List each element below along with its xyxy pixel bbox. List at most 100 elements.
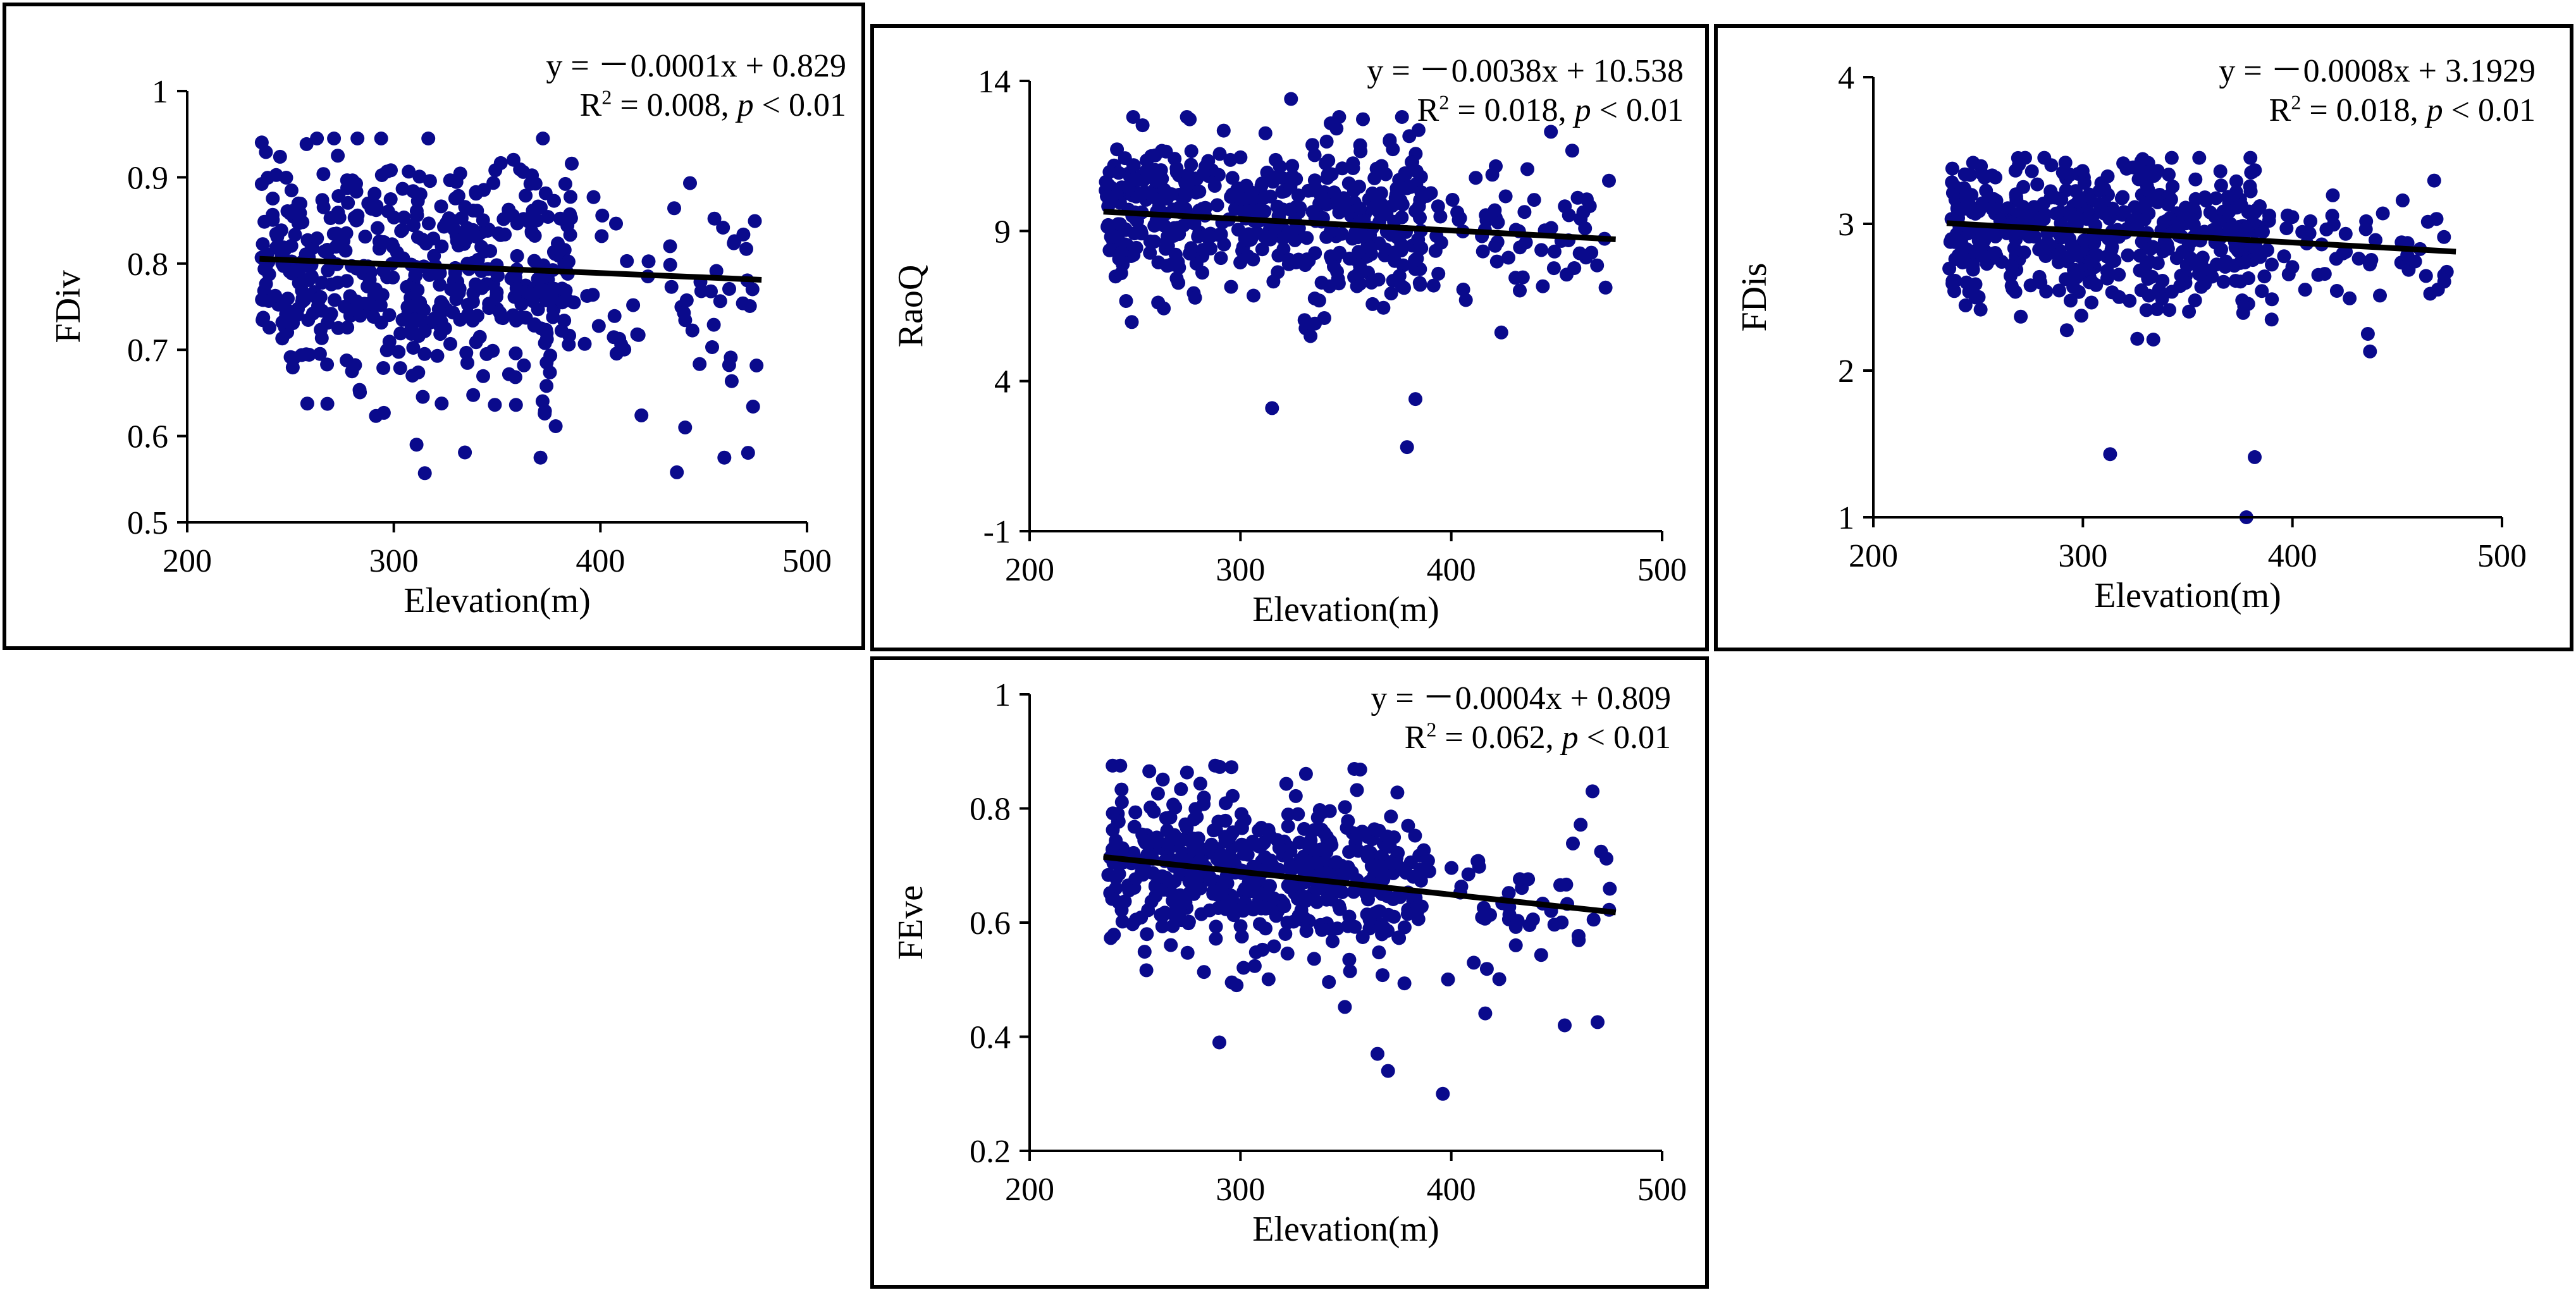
data-point [422, 174, 437, 188]
feve-equation-line: y = －0.0004x + 0.809 [1371, 680, 1671, 716]
y-tick-label: 14 [978, 64, 1011, 100]
data-point [285, 360, 300, 375]
data-point [1501, 250, 1515, 265]
data-point [402, 164, 416, 179]
data-point [1405, 155, 1419, 169]
data-point [451, 188, 465, 203]
data-point [1156, 908, 1170, 923]
x-tick-label: 200 [163, 543, 212, 579]
panel-feve: 200 300 400 500 0.2 0.4 0.6 0.8 1 Elevation(m) FEv… [870, 656, 1709, 1289]
data-point [727, 236, 741, 250]
data-point [397, 210, 411, 224]
x-tick-label: 500 [1637, 552, 1687, 588]
outlier-point [2103, 447, 2117, 462]
data-point [1494, 325, 1508, 340]
y-tick-label: -1 [983, 514, 1011, 550]
data-point [2319, 222, 2334, 236]
y-tick-label: 1 [994, 677, 1011, 713]
data-point [1114, 795, 1129, 809]
data-point [1271, 265, 1285, 279]
data-point [508, 346, 523, 360]
data-point [1255, 176, 1269, 191]
data-point [2080, 212, 2094, 226]
data-point [362, 297, 376, 311]
data-point [1310, 895, 1324, 909]
data-point [383, 192, 398, 206]
data-point [527, 228, 542, 243]
data-point [548, 419, 563, 433]
data-point [1397, 920, 1412, 935]
data-point [1431, 266, 1446, 281]
outlier-point [1208, 758, 1223, 773]
data-point [531, 302, 545, 317]
data-point [2285, 260, 2300, 274]
data-point [262, 321, 276, 335]
data-point [366, 310, 381, 324]
fdiv-equation: y = －0.0001x + 0.829 R2 = 0.008, p < 0.0… [546, 47, 846, 125]
data-point [2171, 218, 2186, 232]
data-point [1565, 144, 1579, 158]
data-point [1167, 221, 1181, 235]
data-point [421, 132, 436, 145]
x-tick-label: 400 [1427, 1172, 1476, 1208]
data-point [2135, 152, 2150, 166]
data-point [1114, 782, 1129, 797]
data-point [2376, 206, 2390, 221]
data-point [1216, 123, 1231, 138]
data-point [2427, 173, 2441, 188]
data-point [1255, 242, 1269, 257]
data-point [284, 238, 299, 253]
x-tick-label: 500 [782, 543, 832, 579]
data-point [502, 202, 516, 217]
data-point [722, 358, 736, 372]
data-point [1303, 329, 1318, 343]
data-point [554, 324, 569, 338]
data-point [348, 358, 362, 372]
data-point [490, 268, 505, 283]
data-point [1173, 200, 1187, 214]
data-point [1299, 924, 1314, 938]
outlier-point [1212, 1035, 1226, 1050]
data-point [2364, 253, 2379, 267]
data-point [1380, 829, 1395, 844]
data-point [562, 337, 576, 352]
data-point [1547, 244, 1562, 259]
data-point [1599, 851, 1613, 866]
data-point [350, 208, 365, 223]
data-point [1214, 251, 1228, 266]
data-point [465, 313, 480, 328]
data-point [1324, 838, 1339, 852]
data-point [1129, 240, 1143, 255]
data-point [1555, 915, 1569, 930]
data-point [374, 168, 389, 182]
data-point [1413, 278, 1427, 292]
data-point [2037, 238, 2051, 253]
feve-r2-line: R2 = 0.062, p < 0.01 [1404, 718, 1671, 756]
data-point [328, 293, 342, 307]
data-point [1175, 895, 1190, 909]
data-point [693, 357, 707, 371]
data-point [2130, 331, 2145, 346]
data-point [1300, 231, 1314, 245]
data-point [1122, 883, 1137, 898]
data-point [269, 240, 283, 255]
data-point [1109, 837, 1123, 851]
outlier-point [2363, 344, 2377, 359]
data-point [1314, 276, 1329, 290]
data-point [1413, 211, 1427, 225]
raoq-equation-line: y = －0.0038x + 10.538 [1367, 53, 1684, 89]
data-point [2006, 281, 2020, 296]
data-point [1278, 927, 1293, 941]
outlier-point [1371, 1047, 1384, 1061]
data-point [1209, 919, 1223, 934]
data-point [1492, 972, 1507, 986]
x-tick-label: 300 [2058, 538, 2107, 574]
data-point [1396, 258, 1410, 273]
data-point [256, 310, 271, 325]
outlier-point [670, 465, 684, 479]
x-tick-label: 400 [2268, 538, 2317, 574]
outlier-point [409, 438, 424, 452]
data-point [1212, 147, 1227, 161]
data-point [259, 145, 273, 159]
data-point [2089, 278, 2104, 292]
